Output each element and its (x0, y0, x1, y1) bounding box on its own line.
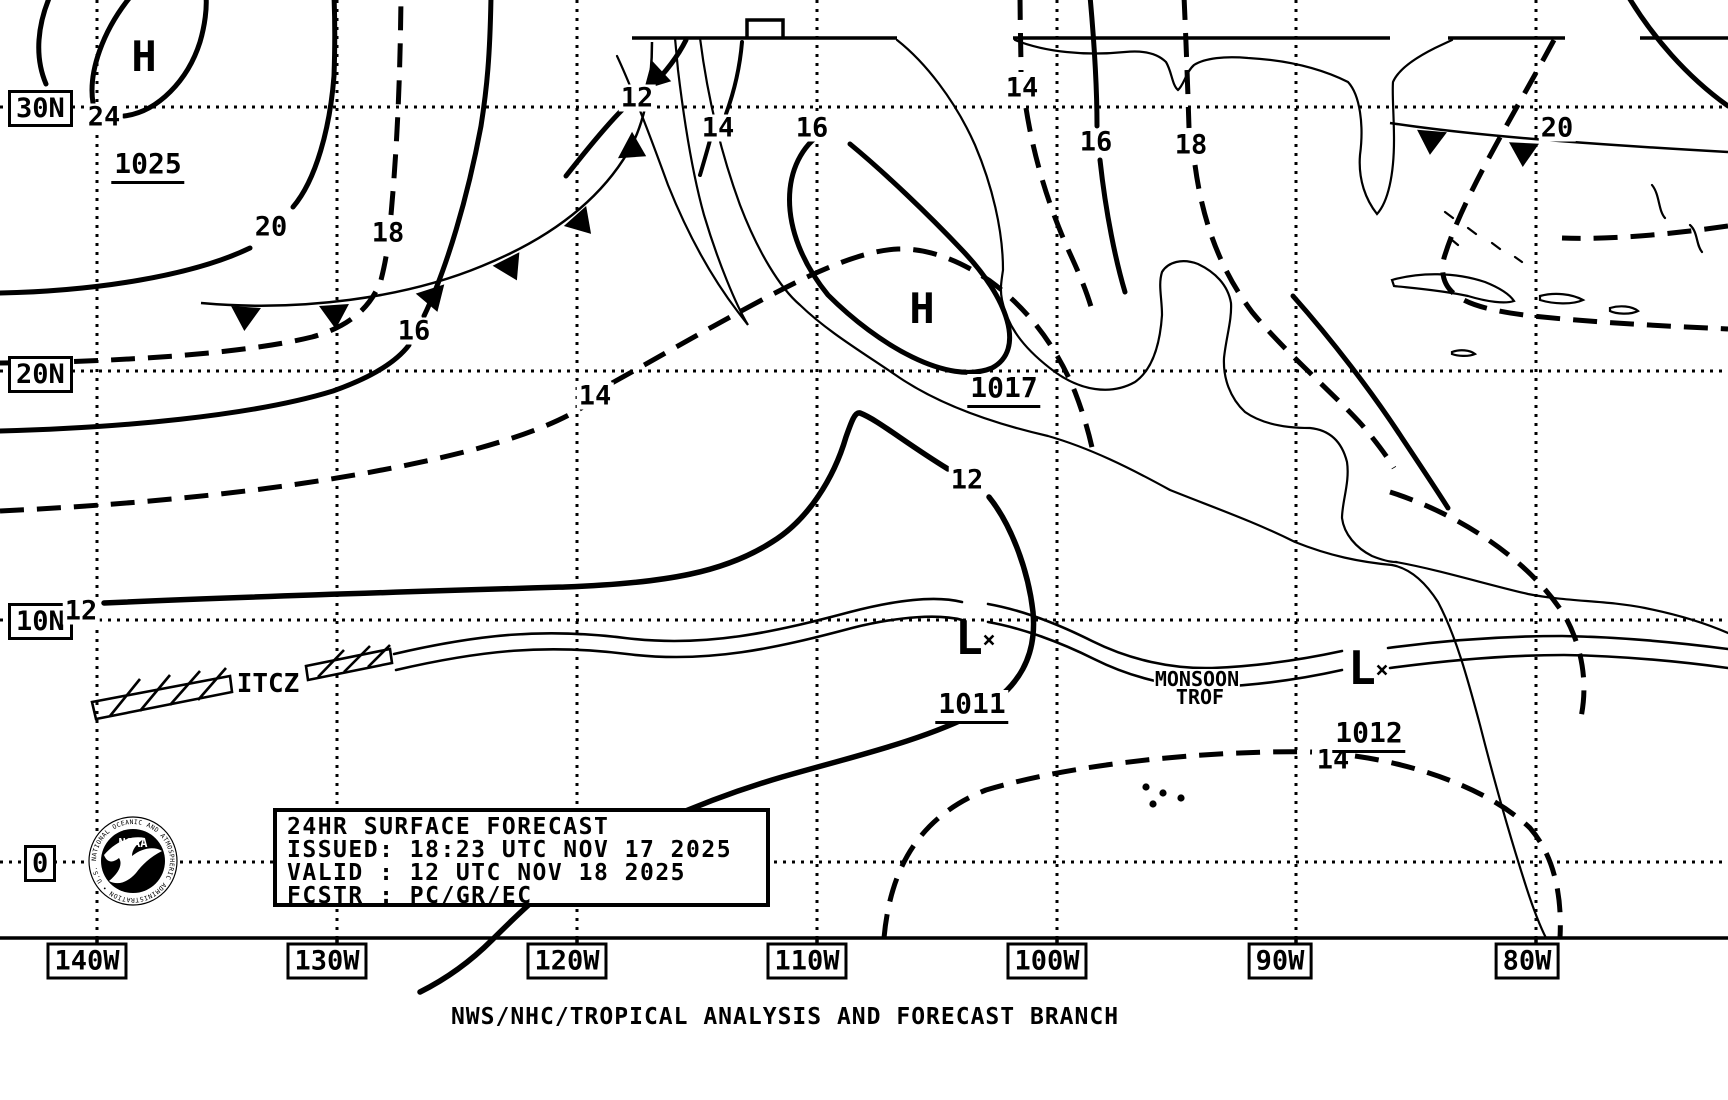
itcz-label: ITCZ (234, 669, 302, 699)
high-value: 1025 (111, 150, 185, 184)
isobar-label: 12 (618, 82, 656, 114)
low-symbol: L (955, 611, 983, 665)
lat-label-30n: 30N (8, 90, 73, 127)
lon-label-80w: 80W (1494, 942, 1560, 980)
lon-label-110w: 110W (766, 942, 848, 980)
isobar-label: 14 (699, 112, 737, 144)
branch-caption: NWS/NHC/TROPICAL ANALYSIS AND FORECAST B… (450, 1004, 1120, 1030)
noaa-center-text: NOAA (119, 836, 149, 850)
isobars-dashed (0, 0, 1728, 939)
itcz-band (90, 644, 394, 721)
forecast-fcstr: FCSTR : PC/GR/EC (287, 883, 533, 909)
isobar-label: 16 (793, 112, 831, 144)
isobar-label: 18 (369, 217, 407, 249)
monsoon-trough-lines (392, 597, 1728, 689)
isobar-label: 20 (1538, 112, 1576, 144)
low-center-x-marker: × (982, 628, 996, 653)
low-center-x-marker: × (1375, 658, 1389, 683)
lon-label-90w: 90W (1247, 942, 1313, 980)
pacific-cold-front (200, 41, 672, 331)
isobar-label: 16 (1077, 126, 1115, 158)
high-value: 1017 (967, 374, 1041, 408)
forecast-issued: ISSUED: 18:23 UTC NOV 17 2025 (287, 837, 733, 863)
monsoon-trof-label-line1: MONSOON (1153, 667, 1241, 691)
lon-label-130w: 130W (286, 942, 368, 980)
isobar-label: 14 (1003, 72, 1041, 104)
lat-label-20n: 20N (8, 356, 73, 393)
atlantic-cold-front (1389, 121, 1728, 167)
lat-label-0: 0 (24, 845, 57, 882)
lon-label-140w: 140W (46, 942, 128, 980)
longitude-gridlines (95, 0, 1538, 938)
low-symbol: L (1348, 641, 1376, 695)
isobar-label: 18 (1172, 129, 1210, 161)
high-symbol: H (909, 284, 935, 333)
coastlines (615, 36, 1728, 940)
isobar-label: 16 (395, 315, 433, 347)
isobars-solid (0, 0, 1728, 995)
monsoon-trof-label-line2: TROF (1174, 685, 1226, 709)
high-symbol: H (131, 32, 157, 81)
isobar-label: 24 (85, 101, 123, 133)
low-value: 1012 (1332, 719, 1406, 753)
noaa-logo: NATIONAL OCEANIC AND ATMOSPHERIC ADMINIS… (88, 816, 178, 906)
isobar-label: 14 (576, 380, 614, 412)
low-value: 1011 (935, 690, 1009, 724)
isobar-label: 20 (252, 211, 290, 243)
forecast-info-box: 24HR SURFACE FORECAST ISSUED: 18:23 UTC … (273, 808, 770, 909)
isobar-label: 12 (948, 464, 986, 496)
forecast-title: 24HR SURFACE FORECAST (287, 814, 610, 840)
forecast-valid: VALID : 12 UTC NOV 18 2025 (287, 860, 687, 886)
lon-label-100w: 100W (1006, 942, 1088, 980)
lon-label-120w: 120W (526, 942, 608, 980)
isobar-label: 12 (62, 595, 100, 627)
